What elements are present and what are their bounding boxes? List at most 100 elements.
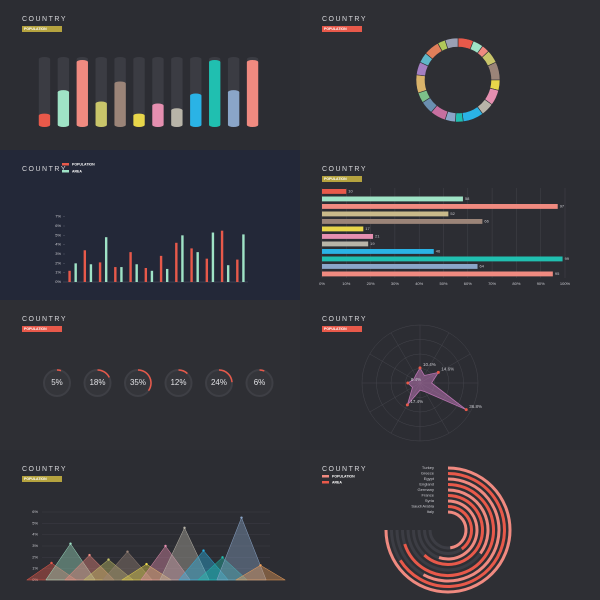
y-tick-label: 5%	[32, 520, 38, 525]
value-label: 95	[555, 271, 560, 276]
panel	[0, 150, 300, 300]
peak-dot	[183, 526, 186, 530]
peak-dot	[202, 549, 205, 552]
x-tick-label: 90%	[537, 281, 545, 286]
bar	[322, 211, 449, 217]
bar	[135, 264, 138, 282]
bar	[114, 81, 126, 127]
category-label: Syria	[425, 498, 435, 503]
value-label: 46	[436, 249, 441, 254]
category-label: Greece	[421, 471, 435, 476]
category-label: Turkey	[422, 465, 434, 470]
y-tick-label: 3%	[55, 251, 61, 256]
bar	[322, 196, 463, 202]
bar	[114, 267, 117, 282]
legend-swatch	[62, 170, 69, 173]
radial-bar	[447, 488, 490, 555]
subtitle-tag	[322, 26, 362, 32]
x-tick-label: 100%	[560, 281, 571, 286]
bar	[104, 237, 108, 282]
bar	[246, 60, 259, 127]
subtitle-tag	[322, 176, 362, 182]
bar	[38, 113, 51, 127]
radial-bar	[423, 494, 484, 566]
bar	[150, 270, 154, 282]
value-label: 21	[375, 234, 380, 239]
chart-title: COUNTRY	[322, 16, 367, 23]
peak-dot	[69, 542, 72, 545]
y-tick-label: 1%	[55, 270, 61, 275]
legend-label: AREA	[72, 169, 82, 173]
chart-title: COUNTRY	[22, 316, 67, 323]
radar-spoke	[419, 332, 450, 384]
value-label: 10	[348, 189, 353, 194]
subtitle: POPULATION	[24, 27, 47, 31]
bar	[196, 252, 199, 282]
x-tick-label: 70%	[488, 281, 496, 286]
gauge-label: 18%	[89, 378, 105, 387]
bar	[133, 113, 145, 127]
value-label: 66	[484, 219, 489, 224]
x-tick-label: 40%	[415, 281, 423, 286]
peak-dot	[50, 561, 53, 565]
donut-slice	[455, 112, 464, 123]
peak-dot	[145, 562, 148, 566]
bar	[205, 258, 209, 282]
value-label: 64	[480, 264, 485, 269]
bar	[322, 241, 369, 247]
bar	[68, 270, 71, 282]
x-tick-label: 20%	[367, 281, 375, 286]
bar	[322, 256, 563, 262]
category-label: Saudi Arabia	[411, 504, 434, 509]
bar	[322, 271, 553, 277]
bar	[209, 60, 221, 127]
value-label: 52	[450, 211, 455, 216]
peak-dot	[240, 516, 243, 519]
gauge-label: 5%	[51, 378, 63, 387]
gauge-arc	[97, 369, 110, 378]
gauge-arc	[218, 369, 233, 383]
bar	[211, 232, 215, 282]
value-label: 19	[370, 241, 375, 246]
value-label: 36.8%	[469, 404, 482, 409]
bar	[322, 249, 434, 254]
bar	[165, 268, 169, 282]
gauge-label: 6%	[254, 378, 266, 387]
bar	[95, 101, 107, 127]
bar	[322, 226, 364, 232]
radial-bar	[447, 510, 468, 550]
legend-label: AREA	[332, 480, 342, 484]
radar-spoke	[369, 382, 421, 413]
peak-dot	[88, 553, 91, 557]
category-label: Germany	[418, 487, 434, 492]
subtitle-tag	[22, 326, 62, 332]
radar-spoke	[369, 353, 421, 384]
x-tick-label: 0%	[319, 281, 325, 286]
subtitle: POPULATION	[324, 177, 347, 181]
y-tick-label: 6%	[55, 223, 61, 228]
bar	[322, 219, 483, 224]
radar-point	[406, 381, 410, 385]
x-tick-label: 30%	[391, 281, 399, 286]
bar	[76, 60, 88, 127]
chart-title: COUNTRY	[322, 166, 367, 173]
radar-spoke	[390, 332, 421, 384]
panel	[0, 450, 300, 600]
x-tick-label: 60%	[464, 281, 472, 286]
peak-dot	[164, 544, 167, 548]
bar	[171, 108, 183, 127]
value-label: 58	[465, 196, 470, 201]
bar	[120, 267, 123, 282]
bar	[236, 259, 239, 282]
peak	[234, 564, 287, 581]
value-label: 17.4%	[410, 399, 423, 404]
bar	[89, 264, 93, 282]
bar	[190, 93, 202, 127]
gauge-label: 24%	[211, 378, 227, 387]
chart-title: COUNTRY	[22, 466, 67, 473]
radar-point	[418, 366, 422, 370]
gauge-arc	[56, 369, 62, 372]
radial-bar	[438, 499, 479, 561]
donut-slice	[415, 74, 427, 94]
legend-swatch	[62, 163, 69, 166]
